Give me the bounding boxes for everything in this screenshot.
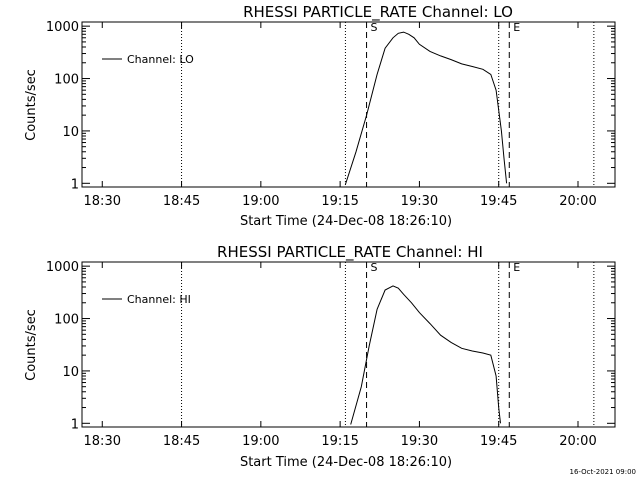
- x-tick-label: 19:45: [480, 194, 517, 209]
- y-tick-label: 1000: [46, 20, 79, 35]
- chart-title: RHESSI PARTICLE_RATE Channel: LO: [243, 3, 513, 22]
- x-tick-label: 20:00: [559, 434, 596, 449]
- x-tick-label: 19:30: [401, 434, 438, 449]
- x-tick-label: 18:30: [84, 194, 121, 209]
- plot-frame: [81, 261, 616, 428]
- x-tick-label: 19:00: [242, 194, 279, 209]
- x-tick-label: 20:00: [559, 194, 596, 209]
- y-ticks: 1 10 100 1000: [46, 260, 615, 432]
- y-axis-label: Counts/sec: [24, 69, 39, 141]
- chart-title: RHESSI PARTICLE_RATE Channel: HI: [217, 243, 483, 262]
- marker-label: S: [371, 261, 378, 274]
- series-line-lo: [344, 31, 508, 185]
- x-tick-label: 19:15: [321, 194, 358, 209]
- legend-label: Channel: HI: [127, 293, 191, 306]
- x-tick-label: 19:00: [242, 434, 279, 449]
- x-tick-label: 18:45: [163, 194, 200, 209]
- marker-label: E: [513, 21, 520, 34]
- y-tick-label: 100: [54, 313, 79, 328]
- y-tick-label: 10: [62, 125, 79, 140]
- series-line-hi: [350, 285, 501, 425]
- y-tick-label: 1000: [46, 260, 79, 275]
- y-axis-label: Counts/sec: [24, 309, 39, 381]
- legend: Channel: LO: [102, 53, 194, 66]
- x-tick-label: 18:45: [163, 434, 200, 449]
- x-ticks: 18:30 18:45 19:00 19:15 19:30 19:45 20:00: [84, 262, 597, 449]
- y-tick-label: 100: [54, 73, 79, 88]
- legend-label: Channel: LO: [127, 53, 194, 66]
- y-tick-label: 10: [62, 365, 79, 380]
- x-tick-label: 18:30: [84, 434, 121, 449]
- y-tick-label: 1: [71, 177, 79, 192]
- marker-label: S: [371, 21, 378, 34]
- x-ticks: 18:30 18:45 19:00 19:15 19:30 19:45 20:00: [84, 22, 597, 209]
- x-axis-label: Start Time (24-Dec-08 18:26:10): [240, 455, 452, 470]
- reference-lines: [181, 262, 595, 427]
- footer-timestamp: 16-Oct-2021 09:00: [570, 468, 636, 476]
- x-tick-label: 19:45: [480, 434, 517, 449]
- legend: Channel: HI: [102, 293, 191, 306]
- marker-label: E: [513, 261, 520, 274]
- y-tick-label: 1: [71, 417, 79, 432]
- reference-lines: [181, 22, 595, 187]
- x-tick-label: 19:15: [321, 434, 358, 449]
- plot-frame: [81, 21, 616, 188]
- y-ticks: 1 10 100 1000: [46, 20, 615, 192]
- x-axis-label: Start Time (24-Dec-08 18:26:10): [240, 214, 452, 229]
- x-tick-label: 19:30: [401, 194, 438, 209]
